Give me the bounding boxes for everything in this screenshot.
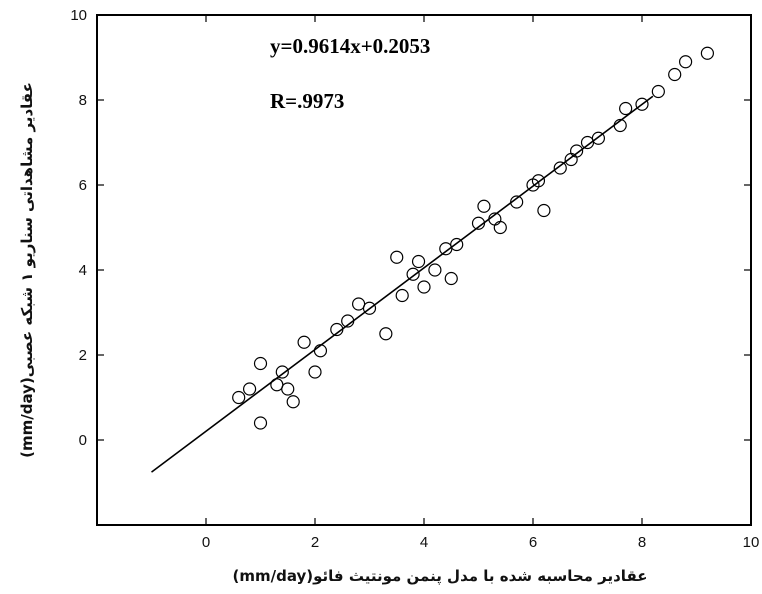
data-point (619, 101, 633, 116)
x-tick-label: 10 (743, 534, 760, 551)
data-point (444, 271, 458, 286)
x-tick-labels: 0 2 4 6 8 10 (202, 534, 760, 551)
data-point (537, 203, 551, 218)
data-point (308, 365, 322, 379)
data-point (297, 335, 311, 349)
data-point (651, 84, 665, 99)
x-tick-label: 8 (638, 534, 646, 551)
data-point (700, 46, 715, 60)
data-point (417, 280, 431, 294)
x-tick-label: 6 (529, 534, 537, 551)
data-points (232, 46, 715, 430)
data-point (477, 199, 491, 213)
y-tick-label: 0 (79, 432, 87, 449)
tick-marks (97, 14, 752, 525)
data-point (439, 242, 453, 256)
data-point (564, 152, 578, 167)
x-tick-label: 2 (311, 534, 319, 551)
y-axis-label: عقادیر مشاهداتی سناریو ۱ شبکه عصبی(mm/da… (18, 82, 36, 458)
data-point (275, 365, 289, 379)
data-point (406, 267, 420, 281)
x-axis-label: عقادیر محاسبه شده با مدل پنمن مونتیث فائ… (233, 567, 648, 586)
y-tick-labels: 0 2 4 6 8 10 (70, 7, 87, 449)
data-point (352, 297, 366, 311)
data-point (253, 416, 268, 430)
data-point (411, 254, 426, 269)
y-tick-label: 2 (79, 347, 87, 364)
data-point (678, 55, 693, 69)
x-tick-label: 0 (202, 534, 210, 551)
x-tick-label: 4 (420, 534, 428, 551)
data-point (428, 263, 442, 277)
correlation-coefficient: R=.9973 (270, 89, 344, 113)
y-tick-label: 6 (79, 177, 87, 194)
data-point (580, 135, 595, 150)
data-point (243, 382, 257, 396)
y-tick-label: 4 (79, 262, 87, 279)
data-point (635, 97, 649, 111)
data-point (313, 344, 328, 358)
data-point (668, 67, 682, 82)
data-point (286, 395, 300, 409)
data-point (281, 382, 295, 396)
data-point (395, 288, 409, 303)
y-tick-label: 8 (79, 92, 87, 109)
y-tick-label: 10 (70, 7, 87, 24)
data-point (553, 161, 567, 175)
regression-line (151, 95, 654, 473)
data-point (379, 327, 393, 341)
data-point (390, 250, 404, 264)
regression-equation: y=0.9614x+0.2053 (270, 34, 430, 58)
data-point (253, 356, 268, 371)
data-point (526, 178, 540, 192)
data-point (493, 220, 507, 235)
data-point (232, 390, 246, 405)
